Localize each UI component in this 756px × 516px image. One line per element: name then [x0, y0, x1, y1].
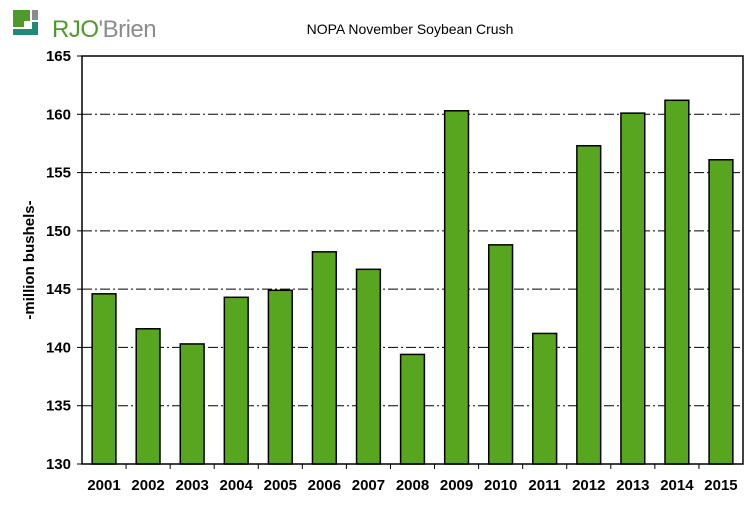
- x-tick-label: 2009: [440, 477, 473, 494]
- x-tick-label: 2011: [528, 477, 561, 494]
- x-tick-label: 2012: [572, 477, 605, 494]
- x-tick-label: 2002: [131, 477, 164, 494]
- bar-2013: [620, 112, 646, 465]
- y-tick-label: 135: [46, 398, 71, 415]
- y-tick-label: 140: [46, 339, 71, 356]
- x-tick-label: 2008: [396, 477, 429, 494]
- bar-2008: [399, 353, 426, 465]
- plot-frame: [81, 55, 744, 465]
- bar-2010: [487, 244, 514, 465]
- bar-2006: [311, 251, 338, 465]
- x-tick-label: 2014: [660, 477, 694, 494]
- bar-2007: [355, 268, 382, 465]
- x-tick-label: 2013: [616, 477, 649, 494]
- bar-2012: [576, 145, 602, 465]
- logo-wordmark: RJO'Brien: [52, 16, 157, 44]
- x-axis: 2001 2002 2003 2004 2005 2006 2007 2008 2009 2010…: [87, 464, 738, 494]
- bar-2002: [135, 328, 161, 465]
- chart-title: NOPA November Soybean Crush: [307, 21, 514, 37]
- y-axis-label: -million bushels-: [21, 200, 38, 319]
- bar-2011: [532, 332, 558, 465]
- y-tick-label: 145: [46, 281, 71, 298]
- bar-2005: [267, 289, 293, 465]
- bar-2015: [708, 158, 734, 465]
- x-tick-label: 2015: [704, 477, 737, 494]
- y-axis: 130 135 140 145 150 155 160 165: [46, 48, 82, 473]
- x-tick-label: 2001: [87, 477, 120, 494]
- x-tick-label: 2004: [220, 477, 254, 494]
- y-tick-label: 130: [46, 456, 71, 473]
- bar-2003: [179, 343, 205, 465]
- y-tick-label: 160: [46, 106, 71, 123]
- rjobrien-logo: RJO'Brien: [12, 8, 172, 43]
- bar-2014: [664, 99, 690, 465]
- bars: [91, 99, 734, 465]
- logo-mark-icon: [13, 10, 38, 35]
- x-tick-label: 2003: [175, 477, 208, 494]
- y-tick-label: 165: [46, 48, 71, 65]
- bar-2009: [443, 110, 470, 465]
- y-tick-label: 155: [46, 165, 71, 182]
- x-tick-label: 2010: [484, 477, 517, 494]
- bar-2001: [91, 293, 117, 465]
- x-tick-label: 2007: [352, 477, 385, 494]
- logo-text-secondary: 'Brien: [98, 16, 157, 43]
- y-tick-label: 150: [46, 223, 71, 240]
- x-tick-label: 2006: [308, 477, 341, 494]
- bar-2004: [223, 296, 249, 465]
- logo-text-primary: RJO: [52, 16, 99, 43]
- x-tick-label: 2005: [264, 477, 297, 494]
